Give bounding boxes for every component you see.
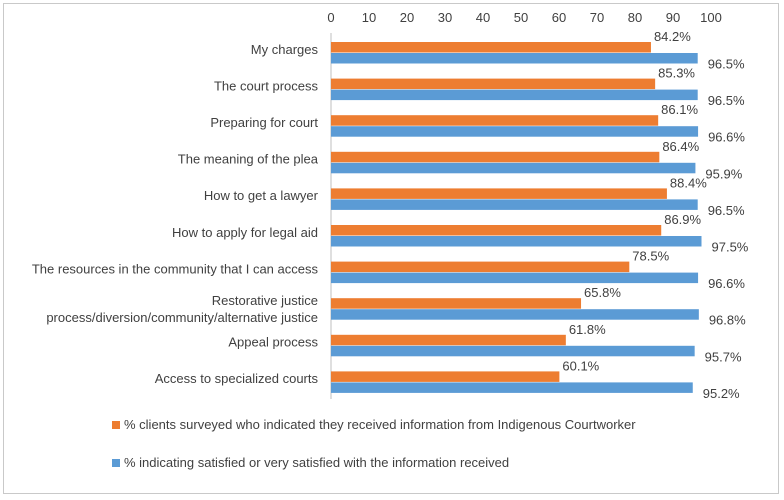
data-label: 96.6% <box>708 130 745 145</box>
data-label: 96.6% <box>708 276 745 291</box>
x-tick-label: 0 <box>327 10 334 25</box>
category-label-line: Restorative justice <box>212 293 318 308</box>
x-tick-label: 40 <box>476 10 490 25</box>
bar-satisfied <box>331 53 698 64</box>
bar-received-info <box>331 334 566 346</box>
data-labels: 84.2% 96.5% 85.3% 96.5% 86.1% 96.6% 86.4% 95.9%… <box>562 29 748 401</box>
x-tick-label: 70 <box>590 10 604 25</box>
bar-satisfied <box>331 126 699 137</box>
data-label: 84.2% <box>654 29 691 44</box>
data-label: 96.5% <box>708 203 745 218</box>
category-label: How to get a lawyer <box>204 188 319 203</box>
x-tick-label: 80 <box>628 10 642 25</box>
bar-satisfied <box>331 236 702 247</box>
bar-received-info <box>331 261 630 273</box>
legend-label: % indicating satisfied or very satisfied… <box>124 455 509 470</box>
data-label: 95.9% <box>705 166 742 181</box>
data-label: 88.4% <box>670 175 707 190</box>
data-label: 97.5% <box>712 240 749 255</box>
bar-received-info <box>331 42 651 53</box>
bar-received-info <box>331 151 660 163</box>
data-label: 95.2% <box>703 386 740 401</box>
data-label: 96.8% <box>709 313 746 328</box>
bars <box>331 42 702 393</box>
bar-received-info <box>331 115 659 126</box>
data-label: 86.1% <box>661 102 698 117</box>
bar-received-info <box>331 78 656 90</box>
bar-satisfied <box>331 199 698 210</box>
bar-satisfied <box>331 89 698 101</box>
legend-label: % clients surveyed who indicated they re… <box>124 417 636 432</box>
category-label: How to apply for legal aid <box>172 225 318 240</box>
category-label: Appeal process <box>228 335 318 350</box>
legend-swatch <box>112 421 120 429</box>
category-label: My charges <box>251 42 319 57</box>
category-label: Restorative justice process/diversion/com… <box>46 293 318 325</box>
x-tick-label: 10 <box>362 10 376 25</box>
bar-satisfied <box>331 309 699 320</box>
bar-satisfied <box>331 162 696 174</box>
category-label: The meaning of the plea <box>178 152 319 167</box>
bar-satisfied <box>331 345 695 357</box>
data-label: 96.5% <box>708 93 745 108</box>
category-label: The resources in the community that I ca… <box>32 261 319 276</box>
bar-satisfied <box>331 272 699 284</box>
data-label: 65.8% <box>584 285 621 300</box>
x-axis-ticks: 0 10 20 30 40 50 60 70 80 90 100 <box>327 10 721 25</box>
data-label: 86.4% <box>662 139 699 154</box>
x-tick-label: 20 <box>400 10 414 25</box>
bar-satisfied <box>331 382 693 393</box>
bar-received-info <box>331 188 667 199</box>
data-label: 86.9% <box>664 212 701 227</box>
category-label-line: process/diversion/community/alternative … <box>46 310 318 325</box>
bar-received-info <box>331 298 582 309</box>
legend: % clients surveyed who indicated they re… <box>112 417 636 470</box>
bar-chart: 0 10 20 30 40 50 60 70 80 90 100 My charges The cou… <box>32 10 749 470</box>
data-label: 78.5% <box>632 249 669 264</box>
category-label: Access to specialized courts <box>155 371 319 386</box>
x-tick-label: 90 <box>666 10 680 25</box>
x-tick-label: 100 <box>700 10 722 25</box>
bar-received-info <box>331 225 662 236</box>
data-label: 96.5% <box>708 57 745 72</box>
x-tick-label: 30 <box>438 10 452 25</box>
bar-received-info <box>331 371 560 382</box>
x-tick-label: 50 <box>514 10 528 25</box>
data-label: 60.1% <box>562 358 599 373</box>
data-label: 85.3% <box>658 66 695 81</box>
chart-frame: 0 10 20 30 40 50 60 70 80 90 100 My charges The cou… <box>3 3 779 494</box>
x-tick-label: 60 <box>552 10 566 25</box>
data-label: 61.8% <box>569 322 606 337</box>
legend-swatch <box>112 459 120 467</box>
data-label: 95.7% <box>705 349 742 364</box>
category-labels: My charges The court process Preparing for… <box>32 42 319 386</box>
category-label: Preparing for court <box>210 115 318 130</box>
category-label: The court process <box>214 78 319 93</box>
